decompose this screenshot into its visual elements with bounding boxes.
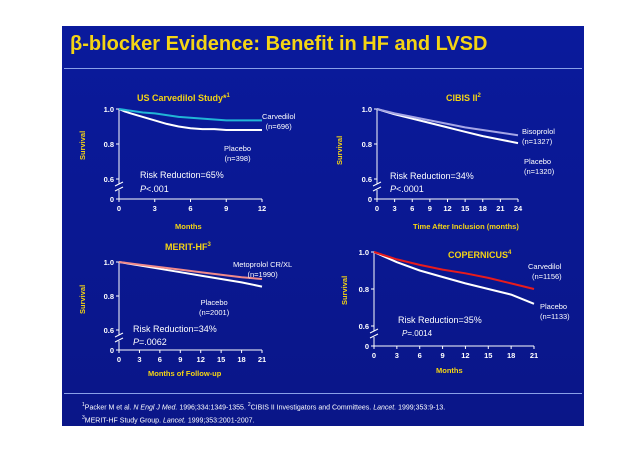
footer-divider xyxy=(64,393,582,394)
chart2-x-tick-label: 9 xyxy=(428,204,432,213)
chart3-axis-break-mark xyxy=(114,337,124,343)
slide-background xyxy=(62,26,584,426)
chart3-x-tick-label: 12 xyxy=(197,355,205,364)
chart1-y-tick-label: 0.6 xyxy=(104,175,114,184)
chart3-ylabel: Survival xyxy=(78,284,87,314)
chart4-series2-label: Placebo (n=1133) xyxy=(540,302,570,321)
title-divider xyxy=(64,68,582,69)
chart4-y-tick-label: 0 xyxy=(365,342,369,351)
chart2-axis-break-mark xyxy=(372,181,382,187)
chart3-x-tick-label: 9 xyxy=(178,355,182,364)
chart2-series1-label: Bisoprolol (n=1327) xyxy=(522,127,555,146)
chart1-x-tick-label: 9 xyxy=(224,204,228,213)
chart1-p-value: P<.001 xyxy=(140,184,169,194)
chart4-xlabel: Months xyxy=(436,366,463,375)
chart2-x-tick-label: 6 xyxy=(410,204,414,213)
chart3-y-tick-label: 0.8 xyxy=(104,292,114,301)
chart2-p-value: P<.0001 xyxy=(390,184,424,194)
chart4-ylabel: Survival xyxy=(340,275,349,305)
slide-title: β-blocker Evidence: Benefit in HF and LV… xyxy=(70,33,488,55)
chart1-x-tick-label: 12 xyxy=(258,204,266,213)
chart2-axis-break-mark xyxy=(372,186,382,192)
chart2-xlabel: Time After Inclusion (months) xyxy=(413,222,519,231)
chart2-series2-label: Placebo (n=1320) xyxy=(524,157,555,176)
chart4-x-tick-label: 15 xyxy=(484,351,492,360)
chart1-x-tick-label: 6 xyxy=(188,204,192,213)
chart3-x-tick-label: 6 xyxy=(158,355,162,364)
chart4-series-placebo-line xyxy=(373,251,535,305)
chart2-x-tick-label: 18 xyxy=(479,204,487,213)
chart2-series-placebo-line xyxy=(376,108,519,145)
reference-line-1: 1Packer M et al. N Engl J Med. 1996;334:… xyxy=(82,402,446,412)
chart2-y-tick-label: 0.8 xyxy=(362,140,372,149)
chart4-x-tick-label: 0 xyxy=(372,351,376,360)
chart3-series1-label: Metoprolol CR/XL (n=1990) xyxy=(233,260,293,279)
chart3-series2-label: Placebo (n=2001) xyxy=(199,298,230,317)
chart2-series-treatment-line xyxy=(376,108,519,137)
chart3-x-tick-label: 18 xyxy=(237,355,245,364)
chart2-y-tick-label: 1.0 xyxy=(362,105,372,114)
chart1-axis-break-mark xyxy=(114,181,124,187)
chart3-x-tick-label: 21 xyxy=(258,355,266,364)
chart2-ylabel: Survival xyxy=(335,135,344,165)
chart1-x-tick-label: 3 xyxy=(153,204,157,213)
chart2-title: CIBIS II2 xyxy=(446,93,481,103)
chart2-x-tick-label: 12 xyxy=(443,204,451,213)
chart4-x-tick-label: 6 xyxy=(418,351,422,360)
chart2-x-tick-label: 0 xyxy=(375,204,379,213)
chart4-x-tick-label: 18 xyxy=(507,351,515,360)
chart4-x-tick-label: 12 xyxy=(461,351,469,360)
chart2-y-tick-label: 0.6 xyxy=(362,175,372,184)
chart4-x-tick-label: 9 xyxy=(440,351,444,360)
chart4-title: COPERNICUS4 xyxy=(448,250,512,260)
chart3-axis-break-mark xyxy=(114,332,124,338)
chart3-x-tick-label: 3 xyxy=(137,355,141,364)
chart1-series-placebo-line xyxy=(118,108,262,131)
chart1-y-tick-label: 0 xyxy=(110,195,114,204)
chart4-y-tick-label: 0.8 xyxy=(359,285,369,294)
chart2-y-tick-label: 0 xyxy=(368,195,372,204)
chart2-x-tick-label: 3 xyxy=(393,204,397,213)
chart3-x-tick-label: 15 xyxy=(217,355,225,364)
chart3-y-tick-label: 0 xyxy=(110,346,114,355)
chart1-series-treatment-line xyxy=(118,108,262,122)
chart1-x-tick-label: 0 xyxy=(117,204,121,213)
chart4-axis-break-mark xyxy=(369,328,379,334)
chart4-y-tick-label: 1.0 xyxy=(359,248,369,257)
chart4-x-tick-label: 21 xyxy=(530,351,538,360)
chart4-series1-label: Carvedilol (n=1156) xyxy=(528,262,562,281)
chart3-p-value: P=.0062 xyxy=(133,337,167,347)
chart1-risk-reduction: Risk Reduction=65% xyxy=(140,170,224,180)
chart1-series1-label: Carvedilol (n=696) xyxy=(262,112,296,131)
chart1-axis-break-mark xyxy=(114,186,124,192)
chart4-y-tick-label: 0.6 xyxy=(359,322,369,331)
chart2-x-tick-label: 21 xyxy=(496,204,504,213)
chart1-y-tick-label: 1.0 xyxy=(104,105,114,114)
chart2-x-tick-label: 24 xyxy=(514,204,523,213)
chart4-p-value: P=.0014 xyxy=(402,329,433,338)
chart3-risk-reduction: Risk Reduction=34% xyxy=(133,324,217,334)
chart3-title: MERIT-HF3 xyxy=(165,242,211,252)
chart4-axis-break-mark xyxy=(369,333,379,339)
chart3-series-treatment-line xyxy=(118,261,263,280)
chart4-x-tick-label: 3 xyxy=(395,351,399,360)
references: 1Packer M et al. N Engl J Med. 1996;334:… xyxy=(82,400,445,427)
chart1-ylabel: Survival xyxy=(78,130,87,160)
chart3-y-tick-label: 1.0 xyxy=(104,258,114,267)
chart1-y-tick-label: 0.8 xyxy=(104,140,114,149)
chart3-xlabel: Months of Follow-up xyxy=(148,369,222,378)
chart2-x-tick-label: 15 xyxy=(461,204,469,213)
chart4-risk-reduction: Risk Reduction=35% xyxy=(398,315,482,325)
chart1-title: US Carvedilol Study*1 xyxy=(137,93,230,103)
chart1-series2-label: Placebo (n=398) xyxy=(224,144,252,163)
chart3-x-tick-label: 0 xyxy=(117,355,121,364)
chart3-y-tick-label: 0.6 xyxy=(104,326,114,335)
chart1-xlabel: Months xyxy=(175,222,202,231)
chart4-series-treatment-line xyxy=(373,251,535,290)
reference-line-2: 3MERIT-HF Study Group. Lancet. 1999;353:… xyxy=(82,415,255,425)
chart2-risk-reduction: Risk Reduction=34% xyxy=(390,171,474,181)
